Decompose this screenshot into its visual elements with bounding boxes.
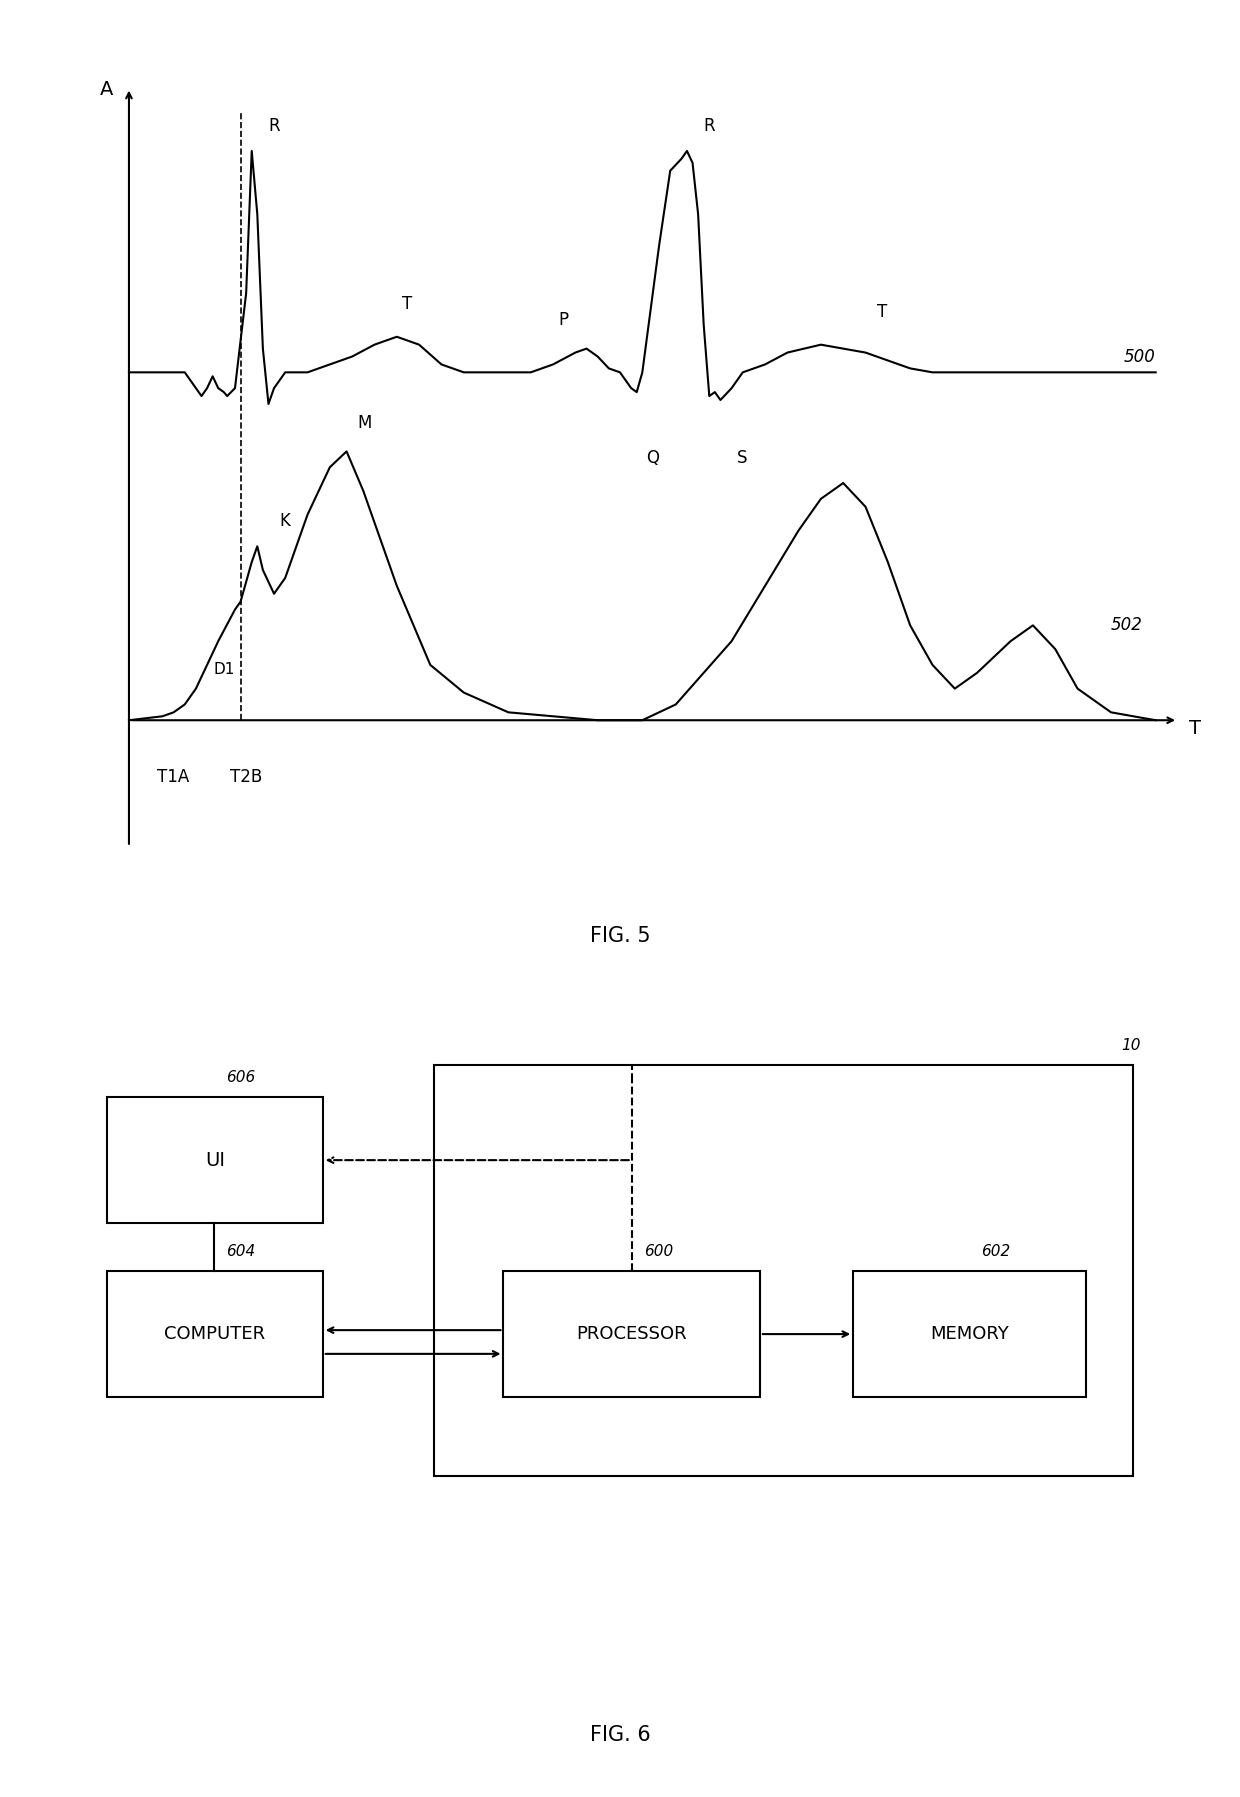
FancyBboxPatch shape [107, 1096, 322, 1224]
Text: K: K [280, 512, 290, 530]
Text: 602: 602 [981, 1244, 1011, 1260]
Text: COMPUTER: COMPUTER [165, 1324, 265, 1342]
Text: 500: 500 [1123, 347, 1156, 365]
Text: 604: 604 [226, 1244, 255, 1260]
Text: 502: 502 [1111, 616, 1143, 634]
Text: P: P [558, 311, 569, 329]
Text: 10: 10 [1121, 1039, 1141, 1053]
Text: T: T [877, 304, 887, 322]
FancyBboxPatch shape [503, 1270, 760, 1398]
Text: FIG. 5: FIG. 5 [590, 925, 650, 945]
Text: M: M [358, 413, 372, 431]
Text: T: T [402, 295, 413, 313]
FancyBboxPatch shape [853, 1270, 1086, 1398]
Text: 600: 600 [645, 1244, 673, 1260]
Text: T1A: T1A [157, 767, 190, 785]
Text: FIG. 6: FIG. 6 [590, 1725, 650, 1745]
Text: Q: Q [646, 449, 660, 467]
Text: PROCESSOR: PROCESSOR [577, 1324, 687, 1342]
Text: D1: D1 [213, 661, 234, 677]
Text: UI: UI [205, 1150, 224, 1170]
Text: S: S [737, 449, 748, 467]
Text: A: A [100, 79, 113, 99]
Text: T: T [1189, 719, 1202, 737]
Text: T2B: T2B [229, 767, 263, 785]
FancyBboxPatch shape [107, 1270, 322, 1398]
Text: R: R [269, 117, 280, 135]
FancyBboxPatch shape [434, 1066, 1133, 1477]
Text: R: R [703, 117, 715, 135]
Text: MEMORY: MEMORY [930, 1324, 1009, 1342]
Text: 606: 606 [226, 1069, 255, 1085]
